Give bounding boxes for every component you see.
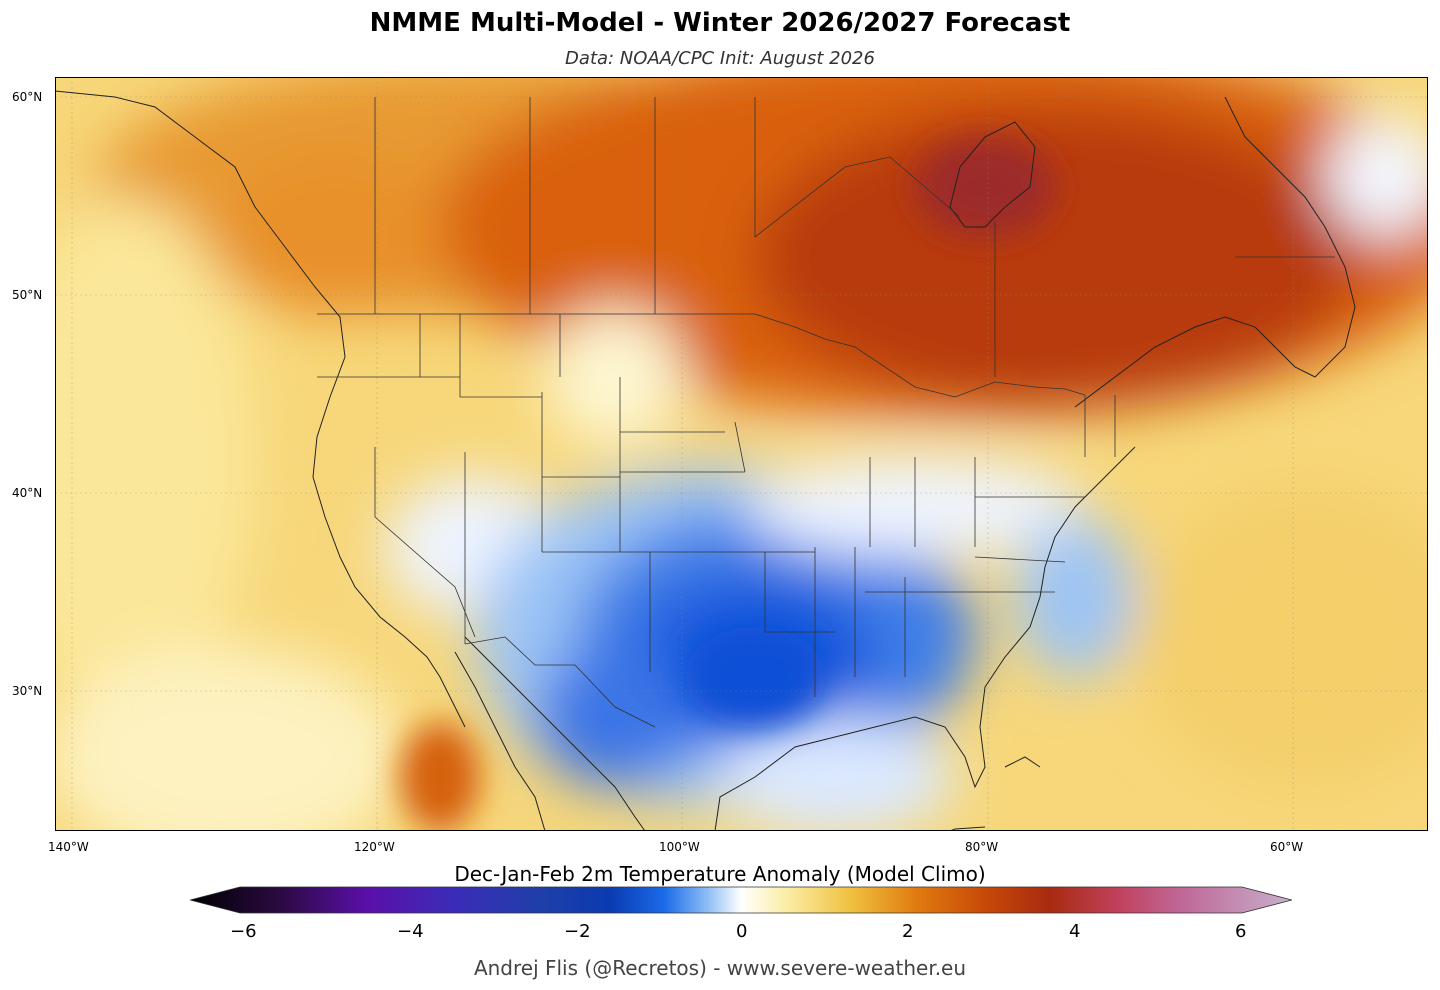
colorbar-tick-4: 4 <box>1069 921 1081 942</box>
cold-mexico <box>535 647 695 787</box>
near-zero-gulf <box>715 717 955 831</box>
graticule <box>55 77 1428 831</box>
colorbar-gradient <box>188 886 1294 914</box>
colorbar <box>188 886 1294 914</box>
anomaly-map-svg <box>55 77 1428 831</box>
colorbar-title: Dec-Jan-Feb 2m Temperature Anomaly (Mode… <box>454 862 986 886</box>
lon-label-120w: 120°W <box>354 840 395 854</box>
colorbar-svg <box>188 886 1294 914</box>
borders <box>317 97 1335 728</box>
lat-label-60: 60°N <box>12 90 43 104</box>
credit-line: Andrej Flis (@Recretos) - www.severe-wea… <box>473 956 967 980</box>
strong-warm-core <box>755 107 1355 407</box>
cold-atlantic-coast <box>1015 517 1135 677</box>
lon-label-100w: 100°W <box>659 840 700 854</box>
warm-atlantic <box>1135 487 1428 787</box>
map-frame <box>55 77 1428 831</box>
colorbar-tick-6: 6 <box>1235 921 1247 942</box>
lat-label-40: 40°N <box>12 486 43 500</box>
strong-warm-hudson-bay <box>915 137 1055 237</box>
lat-label-50: 50°N <box>12 288 43 302</box>
lon-label-140w: 140°W <box>48 840 89 854</box>
near-zero-labrador-sea <box>1325 117 1428 237</box>
near-zero-montana <box>545 307 685 447</box>
map-title: NMME Multi-Model - Winter 2026/2027 Fore… <box>369 8 1071 38</box>
lon-label-60w: 60°W <box>1270 840 1304 854</box>
colorbar-tick-minus2: −2 <box>564 921 591 942</box>
neutral-pacific-south <box>55 647 405 831</box>
colorbar-tick-2: 2 <box>902 921 914 942</box>
lon-label-80w: 80°W <box>965 840 999 854</box>
colorbar-tick-minus6: −6 <box>230 921 257 942</box>
neutral-pacific <box>55 197 255 717</box>
coastlines <box>55 90 1356 831</box>
map-subtitle: Data: NOAA/CPC Init: August 2026 <box>565 48 875 69</box>
lat-label-30: 30°N <box>12 684 43 698</box>
warm-bc <box>225 157 445 317</box>
colorbar-tick-0: 0 <box>736 921 748 942</box>
warm-baja <box>400 722 480 831</box>
strongest-cold-core <box>685 627 825 727</box>
colorbar-tick-minus4: −4 <box>397 921 424 942</box>
anomaly-map <box>55 77 1428 831</box>
